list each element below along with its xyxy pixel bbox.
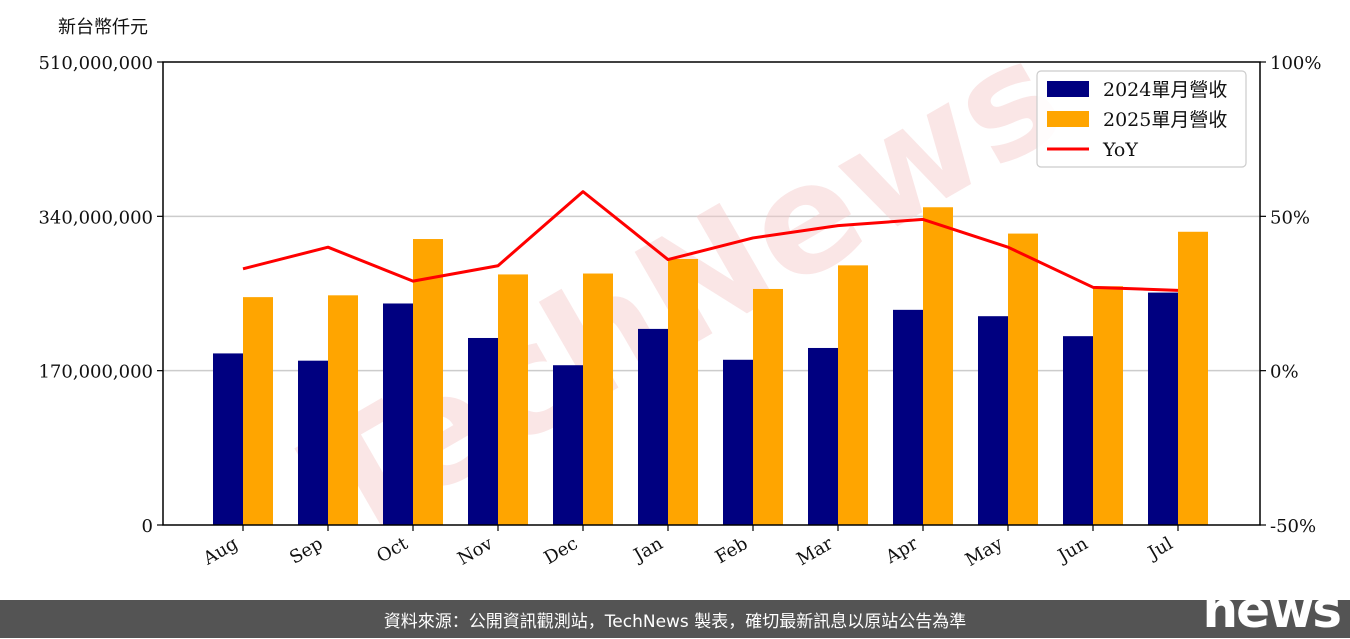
plot-frame	[162, 61, 1261, 526]
y-right-tick-label: 100%	[1270, 53, 1321, 74]
y-left-tick-label: 170,000,000	[38, 362, 153, 383]
y-right-tick-label: 0%	[1270, 362, 1299, 383]
yoy-line-group	[242, 190, 1179, 292]
y-left-tick-label: 510,000,000	[38, 53, 153, 74]
y-right-tick-label: 50%	[1270, 207, 1310, 228]
x-tick-label-nov: Nov	[454, 533, 497, 570]
bar-2024-jun	[1063, 336, 1093, 525]
legend-label: 2025單月營收	[1103, 109, 1227, 131]
bar-2024-apr	[893, 309, 923, 525]
chart: 新台幣仟元 TechNews 0170,000,000340,000,00051…	[38, 6, 1321, 574]
legend-label: 2024單月營收	[1103, 79, 1227, 101]
x-tick-label-mar: Mar	[793, 533, 837, 570]
y-left-tick-label: 0	[142, 516, 153, 537]
bar-2025-may	[1008, 233, 1038, 526]
x-tick-label-sep: Sep	[286, 533, 326, 568]
bar-2025-jun	[1093, 286, 1123, 525]
bar-2024-dec	[553, 365, 583, 525]
bar-2025-apr	[923, 207, 953, 526]
bar-2024-sep	[298, 360, 328, 525]
bar-2025-aug	[243, 297, 273, 525]
yoy-line	[242, 190, 1179, 292]
x-tick-label-jan: Jan	[629, 533, 667, 567]
legend-swatch	[1047, 81, 1089, 97]
x-tick-label-apr: Apr	[881, 533, 921, 568]
y-right-tick-label: -50%	[1270, 516, 1316, 537]
bar-2025-feb	[753, 288, 783, 525]
legend-label: YoY	[1102, 139, 1138, 161]
bar-2024-may	[978, 316, 1008, 525]
x-tick-label-feb: Feb	[712, 533, 752, 568]
bar-2024-mar	[808, 347, 838, 525]
legend-box	[1036, 70, 1247, 168]
bar-2025-sep	[328, 295, 358, 525]
bar-2025-mar	[838, 265, 868, 525]
bar-2025-oct	[413, 239, 443, 525]
brand-logo: news	[1202, 581, 1342, 639]
bar-2024-jan	[638, 328, 668, 525]
bar-2024-aug	[213, 353, 243, 525]
bar-2025-jan	[668, 259, 698, 525]
x-tick-label-jul: Jul	[1143, 533, 1177, 565]
bar-2024-feb	[723, 359, 753, 525]
bars	[213, 207, 1208, 526]
bar-2024-nov	[468, 337, 498, 525]
bar-2025-dec	[583, 273, 613, 525]
legend: 2024單月營收 2025單月營收 YoY	[1036, 70, 1247, 168]
x-tick-label-may: May	[962, 533, 1007, 571]
bar-2025-nov	[498, 274, 528, 525]
footer-source-text: 資料來源：公開資訊觀測站，TechNews 製表，確切最新訊息以原站公告為準	[383, 611, 967, 632]
x-tick-label-dec: Dec	[541, 533, 582, 569]
x-tick-label-jun: Jun	[1053, 533, 1092, 568]
bar-2024-oct	[383, 303, 413, 525]
footer: 資料來源：公開資訊觀測站，TechNews 製表，確切最新訊息以原站公告為準	[0, 600, 1350, 638]
y-left-tick-label: 340,000,000	[38, 207, 153, 228]
y-axis-unit-label: 新台幣仟元	[58, 17, 148, 38]
legend-swatch	[1047, 111, 1089, 127]
bar-2024-jul	[1148, 292, 1178, 525]
bar-2025-jul	[1178, 231, 1208, 525]
x-tick-label-aug: Aug	[199, 533, 242, 570]
